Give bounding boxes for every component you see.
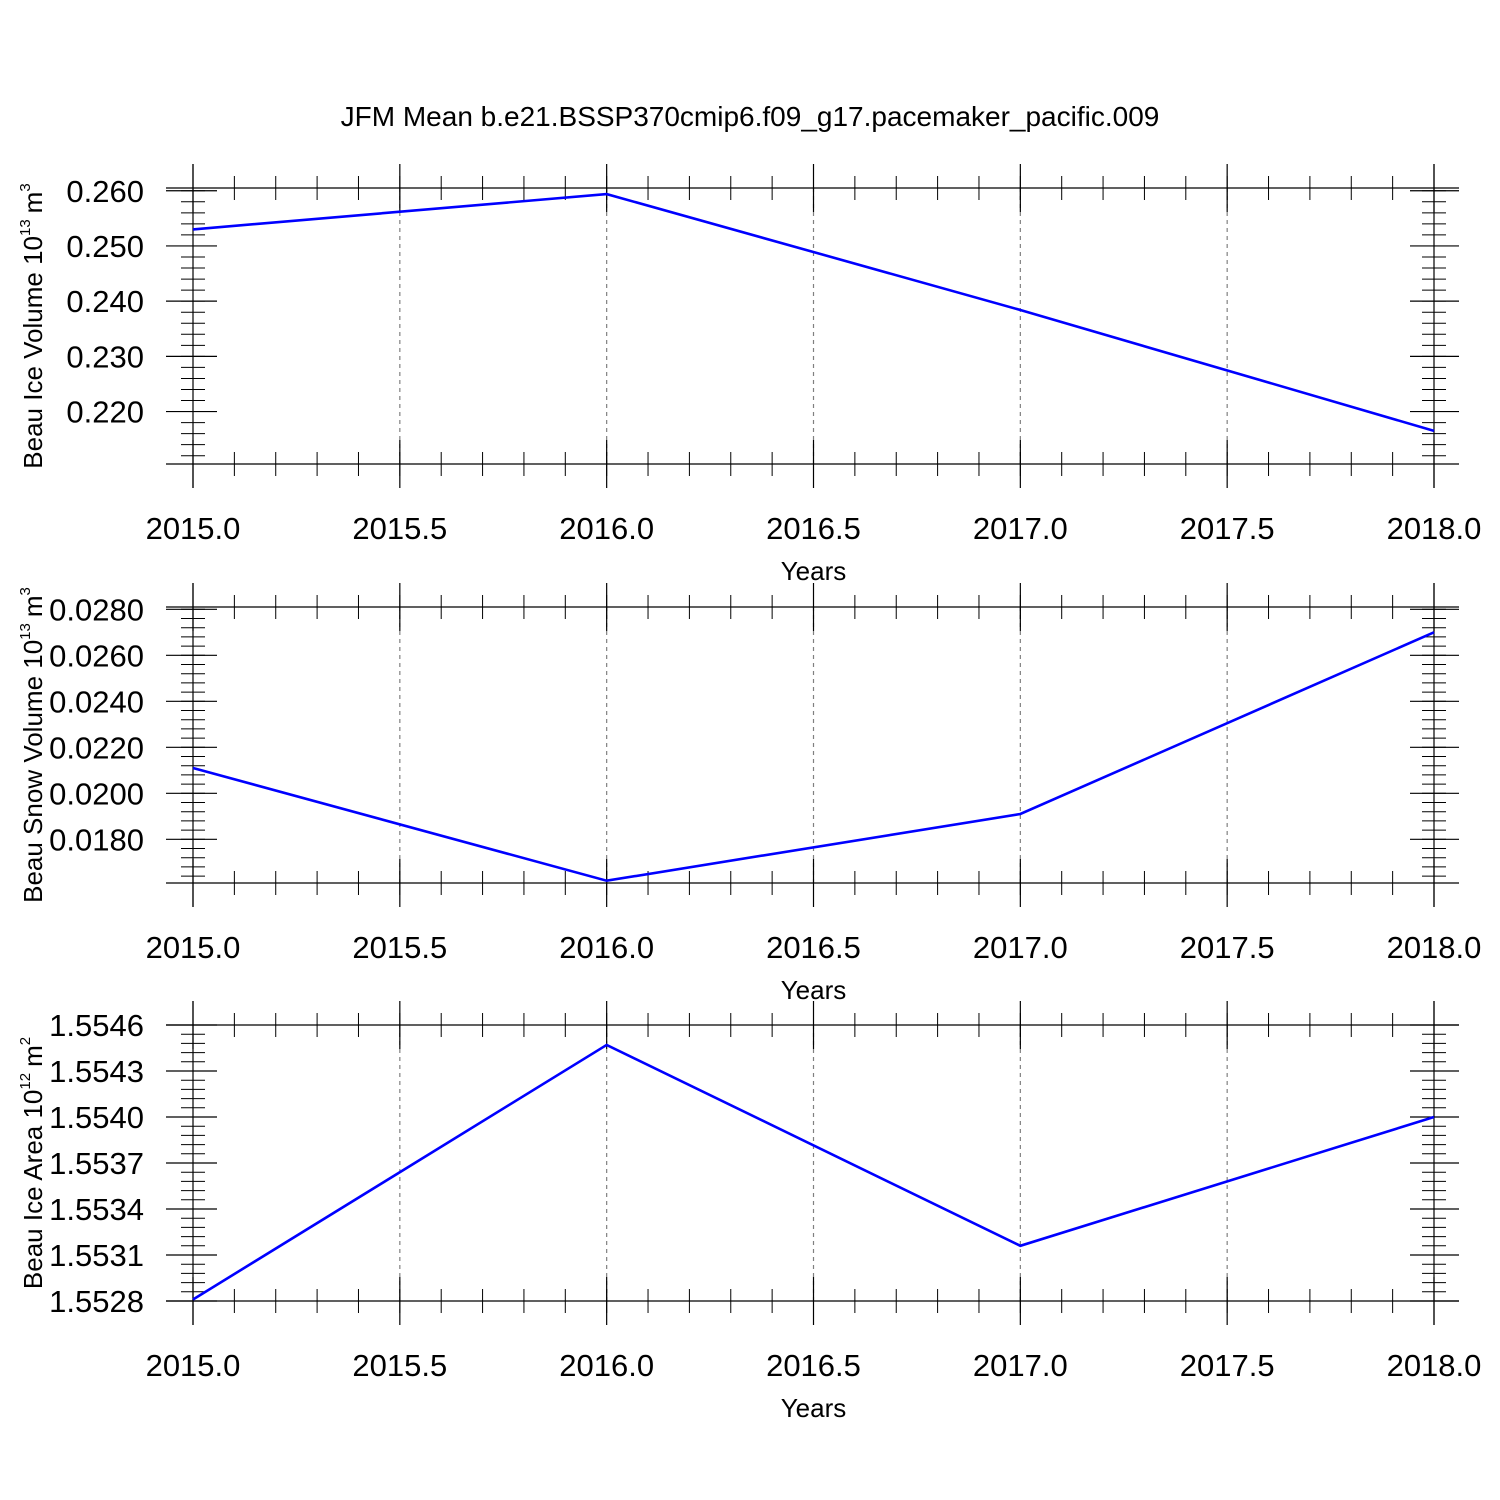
y-tick-label: 0.260 bbox=[66, 174, 144, 209]
x-tick-label: 2016.5 bbox=[766, 511, 861, 546]
x-tick-label: 2015.0 bbox=[146, 511, 241, 546]
y-axis-label-unit-exponent: 3 bbox=[17, 587, 34, 595]
y-axis-label-exponent: 12 bbox=[17, 1073, 34, 1090]
y-axis-label-unit-exponent: 3 bbox=[17, 183, 34, 191]
y-tick-label: 1.5528 bbox=[49, 1284, 144, 1319]
y-tick-label: 0.240 bbox=[66, 284, 144, 319]
x-tick-label: 2016.5 bbox=[766, 930, 861, 965]
x-tick-label: 2017.0 bbox=[973, 1348, 1068, 1383]
y-axis-label-exponent: 13 bbox=[17, 219, 34, 236]
y-tick-label: 0.0200 bbox=[49, 776, 144, 811]
x-tick-label: 2015.5 bbox=[352, 1348, 447, 1383]
y-axis-label-unit: m bbox=[18, 1045, 48, 1067]
x-tick-label: 2017.5 bbox=[1180, 930, 1275, 965]
y-tick-label: 0.230 bbox=[66, 339, 144, 374]
y-tick-label: 0.0180 bbox=[49, 822, 144, 857]
y-axis-label-unit-exponent: 2 bbox=[17, 1037, 34, 1045]
x-tick-label: 2016.0 bbox=[559, 930, 654, 965]
x-tick-label: 2015.5 bbox=[352, 511, 447, 546]
y-axis-label: Beau Snow Volume 1013 m3 bbox=[17, 587, 48, 903]
x-tick-label: 2018.0 bbox=[1387, 1348, 1482, 1383]
x-tick-label: 2015.0 bbox=[146, 930, 241, 965]
y-tick-label: 0.250 bbox=[66, 229, 144, 264]
y-tick-label: 1.5543 bbox=[49, 1054, 144, 1089]
y-axis-label: Beau Ice Volume 1013 m3 bbox=[17, 183, 48, 468]
y-tick-label: 0.220 bbox=[66, 395, 144, 430]
x-tick-label: 2016.0 bbox=[559, 511, 654, 546]
y-axis-label-text: Beau Ice Area 10 bbox=[18, 1090, 48, 1289]
y-tick-label: 1.5546 bbox=[49, 1008, 144, 1043]
y-tick-label: 1.5534 bbox=[49, 1192, 144, 1227]
x-axis-label: Years bbox=[781, 556, 847, 586]
x-tick-label: 2018.0 bbox=[1387, 511, 1482, 546]
y-axis-label-exponent: 13 bbox=[17, 623, 34, 640]
series-line bbox=[192, 1043, 1435, 1301]
y-tick-label: 0.0280 bbox=[49, 592, 144, 627]
x-axis-label: Years bbox=[781, 975, 847, 1005]
y-tick-label: 1.5540 bbox=[49, 1100, 144, 1135]
x-tick-label: 2017.0 bbox=[973, 930, 1068, 965]
x-tick-label: 2018.0 bbox=[1387, 930, 1482, 965]
y-axis-label-text: Beau Snow Volume 10 bbox=[18, 640, 48, 903]
y-axis-label-unit: m bbox=[18, 595, 48, 617]
y-axis-label: Beau Ice Area 1012 m2 bbox=[17, 1037, 48, 1289]
series-line bbox=[192, 631, 1435, 883]
x-tick-label: 2016.0 bbox=[559, 1348, 654, 1383]
chart-panel-2: 0.0180 0.0200 0.0220 0.0240 0.0260 0.0280 2015… bbox=[17, 583, 1481, 1005]
series-line bbox=[192, 192, 1435, 433]
x-tick-label: 2017.0 bbox=[973, 511, 1068, 546]
y-tick-label: 0.0220 bbox=[49, 730, 144, 765]
y-tick-label: 1.5531 bbox=[49, 1238, 144, 1273]
y-axis-label-unit: m bbox=[18, 192, 48, 214]
y-tick-label: 1.5537 bbox=[49, 1146, 144, 1181]
panels: 0.220 0.230 0.240 0.250 0.260 2015.0 2015.5 201… bbox=[17, 164, 1481, 1423]
x-tick-label: 2015.5 bbox=[352, 930, 447, 965]
x-axis-label: Years bbox=[781, 1393, 847, 1423]
x-tick-label: 2017.5 bbox=[1180, 1348, 1275, 1383]
x-tick-label: 2017.5 bbox=[1180, 511, 1275, 546]
y-axis-label-text: Beau Ice Volume 10 bbox=[18, 236, 48, 469]
chart-panel-3: 1.5528 1.5531 1.5534 1.5537 1.5540 1.5543 1.55… bbox=[17, 1001, 1481, 1423]
chart-panel-1: 0.220 0.230 0.240 0.250 0.260 2015.0 2015.5 201… bbox=[17, 164, 1481, 586]
x-tick-label: 2015.0 bbox=[146, 1348, 241, 1383]
y-tick-label: 0.0260 bbox=[49, 638, 144, 673]
y-tick-label: 0.0240 bbox=[49, 684, 144, 719]
x-tick-label: 2016.5 bbox=[766, 1348, 861, 1383]
figure-title: JFM Mean b.e21.BSSP370cmip6.f09_g17.pace… bbox=[341, 101, 1160, 132]
